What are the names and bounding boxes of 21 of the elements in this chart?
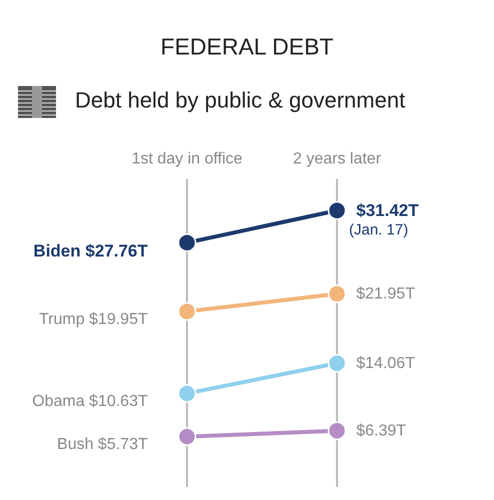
point — [328, 354, 346, 373]
text: Trump $19.95T — [38, 310, 148, 328]
x-tick-label: 1st day in office — [132, 150, 243, 168]
point — [178, 384, 196, 403]
data-label: $21.95T — [356, 285, 416, 302]
annotation: (Jan. 17) — [349, 222, 408, 239]
data-label: $6.39T — [356, 422, 406, 440]
chart-subtitle: Debt held by public & government — [75, 88, 406, 112]
point — [328, 284, 346, 304]
point — [328, 422, 346, 440]
text: Obama $10.63T — [32, 392, 148, 410]
data-label: $14.06T — [356, 354, 416, 372]
text: Bush $5.73T — [57, 436, 148, 454]
x-tick-label: 2 years later — [292, 150, 382, 168]
data-label: $31.42T — [356, 201, 420, 220]
point — [178, 233, 196, 252]
chart-title: FEDERAL DEBT — [160, 34, 334, 60]
point — [178, 427, 196, 446]
point — [178, 302, 196, 321]
point — [328, 201, 346, 220]
text: Biden $27.76T — [33, 242, 148, 261]
